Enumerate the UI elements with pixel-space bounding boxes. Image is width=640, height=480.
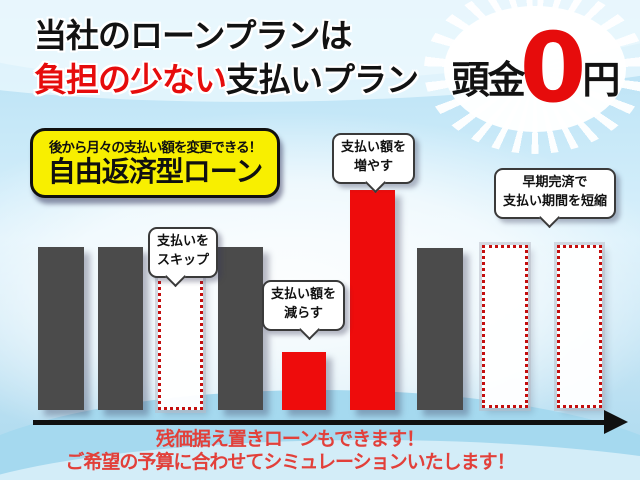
feature-name: 自由返済型ローン — [47, 155, 264, 188]
down-payment-suffix: 円 — [582, 57, 620, 102]
bar-normal-payment — [98, 247, 143, 410]
footer-line1: 残価据え置きローンもできます！ — [155, 428, 425, 450]
bar-shortened-period — [557, 245, 602, 408]
callout-text: 支払いを — [157, 234, 210, 249]
callout-early-payoff: 早期完済で支払い期間を短縮 — [494, 168, 617, 229]
feature-box: 後から月々の支払い額を変更できる！ 自由返済型ローン — [30, 128, 280, 199]
footer-message: 残価据え置きローンもできます！ ご希望の予算に合わせてシミュレーションいたします… — [0, 428, 580, 474]
feature-tagline: 後から月々の支払い額を変更できる！ — [48, 140, 262, 156]
callout-text: スキップ — [157, 252, 210, 268]
callout-text: 支払い期間を短縮 — [503, 193, 608, 209]
starburst-core — [444, 6, 626, 132]
bar-skipped-payment — [158, 275, 203, 410]
callout-reduce-payment: 支払い額を 減らす — [262, 280, 346, 341]
bar-reduced-payment — [282, 352, 326, 410]
callout-text: 増やす — [354, 158, 394, 174]
bar-increased-payment — [350, 190, 395, 410]
callout-increase-payment: 支払い額を 増やす — [332, 133, 416, 194]
headline: 当社のローンプランは 負担の少ない支払いプラン — [34, 14, 419, 102]
footer-line2: ご希望の予算に合わせてシミュレーションいたします！ — [65, 451, 515, 473]
callout-text: 支払い額を — [271, 287, 337, 302]
down-payment-text: 頭金 0 円 — [451, 12, 621, 125]
callout-skip-payment: 支払いを スキップ — [148, 227, 219, 288]
down-payment-prefix: 頭金 — [451, 57, 526, 102]
timeline-axis — [33, 420, 605, 425]
callout-text: 早期完済で — [522, 175, 588, 190]
callout-text: 支払い額を — [341, 140, 407, 155]
down-payment-badge: 頭金 0 円 — [424, 0, 640, 154]
headline-line2: 負担の少ない支払いプラン — [34, 58, 419, 102]
headline-highlight: 負担の少ない — [34, 60, 227, 99]
bar-shortened-period — [482, 245, 528, 408]
down-payment-zero: 0 — [519, 12, 587, 125]
callout-text: 減らす — [284, 305, 323, 321]
bar-normal-payment — [417, 248, 463, 410]
bar-normal-payment — [38, 247, 84, 410]
headline-rest: 支払いプラン — [226, 60, 419, 99]
timeline-arrowhead-icon — [604, 410, 628, 434]
headline-line1: 当社のローンプランは — [34, 16, 352, 55]
bar-normal-payment — [218, 247, 263, 410]
